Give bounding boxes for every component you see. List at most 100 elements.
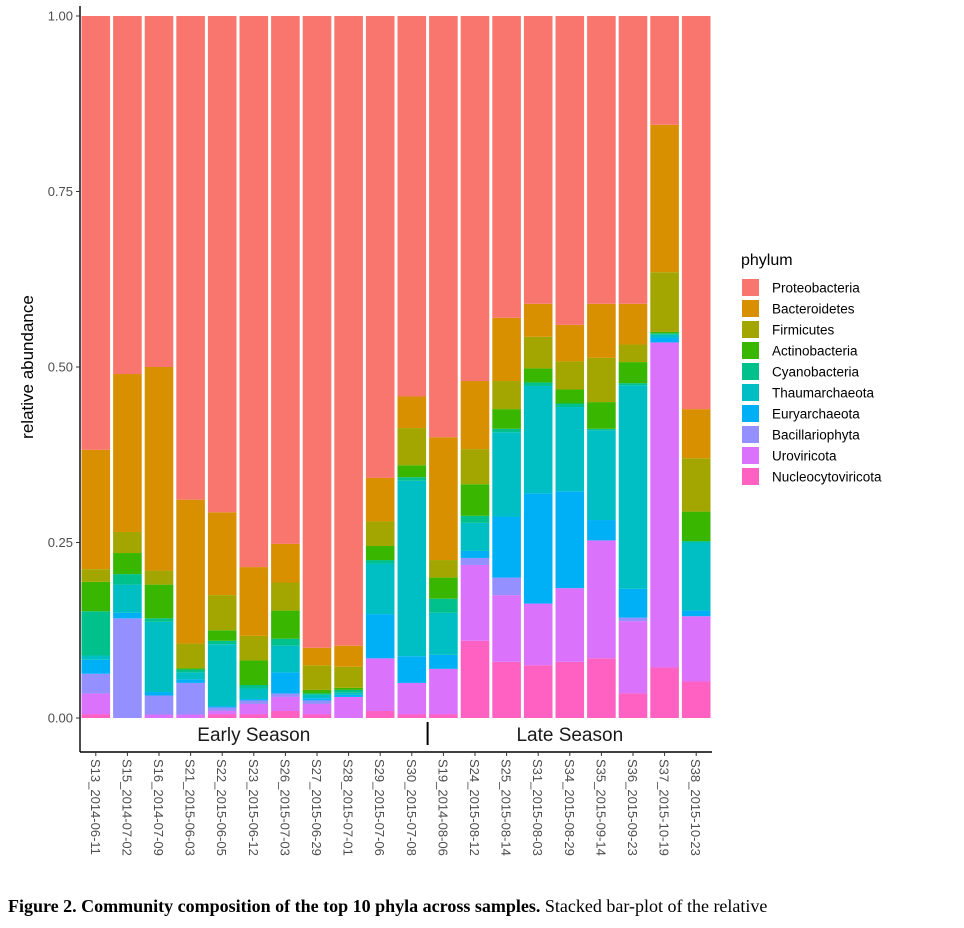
bar-segment-thaumarchaeota-9: [334, 692, 363, 695]
x-tick-label: S22_2015-06-05: [214, 759, 229, 856]
bar-segment-nucleocytoviricota-6: [239, 714, 269, 718]
bar-segment-euryarchaeota-19: [650, 337, 679, 343]
bar-segment-cyanobacteria-2: [113, 574, 142, 585]
legend-swatch-thaumarchaeota: [742, 384, 759, 401]
legend-swatch-cyanobacteria: [742, 363, 759, 380]
bar-segment-thaumarchaeota-3: [144, 621, 174, 693]
season-label-2: Late Season: [516, 725, 623, 746]
bar-segment-uroviricota-11: [397, 682, 427, 715]
figure-caption: Figure 2. Community composition of the t…: [8, 896, 958, 917]
bar-segment-cyanobacteria-17: [587, 428, 616, 431]
bar-segment-thaumarchaeota-1: [81, 655, 111, 660]
bar-segment-thaumarchaeota-13: [460, 522, 490, 551]
bar-segment-uroviricota-8: [302, 703, 332, 715]
bar-segment-uroviricota-5: [207, 710, 237, 715]
bar-segment-bacteroidetes-12: [429, 437, 458, 561]
bar-segment-cyanobacteria-5: [207, 640, 237, 645]
bar-segment-bacteroidetes-18: [618, 303, 648, 345]
bar-segment-cyanobacteria-6: [239, 685, 269, 689]
y-tick-label: 0.50: [48, 360, 73, 375]
bar-segment-uroviricota-4: [176, 714, 205, 718]
bar-segment-uroviricota-19: [650, 342, 679, 668]
bar-segment-cyanobacteria-14: [492, 428, 521, 433]
bar-segment-proteobacteria-9: [334, 16, 363, 646]
bar-segment-thaumarchaeota-14: [492, 432, 521, 517]
bar-segment-cyanobacteria-12: [429, 598, 458, 613]
x-tick-labels: S13_2014-06-11 S15_2014-07-02 S16_2014-07-…: [88, 752, 703, 856]
bar-segment-nucleocytoviricota-20: [681, 681, 711, 718]
bar-segment-actinobacteria-15: [523, 368, 553, 383]
legend-label: Uroviricota: [772, 449, 837, 464]
bar-segment-bacillariophyta-1: [81, 673, 111, 694]
bar-segment-cyanobacteria-15: [523, 382, 553, 386]
legend-label: Bacteroidetes: [772, 302, 855, 317]
bar-segment-thaumarchaeota-2: [113, 584, 142, 613]
bar-segment-actinobacteria-8: [302, 689, 332, 694]
bar-segment-bacteroidetes-6: [239, 567, 269, 636]
bar-segment-bacillariophyta-6: [239, 700, 269, 704]
x-tick-label: S27_2015-06-29: [309, 759, 324, 856]
bar-segment-bacillariophyta-4: [176, 682, 205, 715]
x-tick-label: S16_2014-07-09: [151, 759, 166, 856]
bar-segment-proteobacteria-7: [271, 16, 300, 544]
bar-segment-uroviricota-15: [523, 603, 553, 666]
bar-segment-bacteroidetes-17: [587, 303, 616, 358]
bar-segment-uroviricota-3: [144, 714, 174, 718]
legend-swatch-bacteroidetes: [742, 300, 759, 317]
bar-segment-thaumarchaeota-16: [555, 407, 585, 492]
bar-segment-firmicutes-3: [144, 570, 174, 585]
bar-segment-actinobacteria-11: [397, 465, 427, 478]
bar-segment-firmicutes-15: [523, 336, 553, 369]
legend-swatch-nucleocytoviricota: [742, 468, 759, 485]
bar-segment-proteobacteria-19: [650, 16, 679, 125]
bar-segment-uroviricota-6: [239, 703, 269, 715]
bar-segment-proteobacteria-17: [587, 16, 616, 304]
x-tick-label: S23_2015-06-12: [246, 759, 261, 856]
bar-segment-actinobacteria-3: [144, 584, 174, 619]
bar-segment-actinobacteria-18: [618, 362, 648, 384]
bar-segment-cyanobacteria-18: [618, 383, 648, 386]
bar-segment-bacteroidetes-10: [365, 477, 395, 522]
bar-segment-firmicutes-17: [587, 357, 616, 403]
bar-segment-firmicutes-20: [681, 458, 711, 512]
bar-segment-nucleocytoviricota-12: [429, 714, 458, 718]
bar-segment-firmicutes-1: [81, 569, 111, 582]
bar-segment-proteobacteria-4: [176, 16, 205, 500]
bar-segment-thaumarchaeota-11: [397, 480, 427, 657]
x-tick-label: S25_2015-08-14: [499, 759, 514, 856]
bar-segment-euryarchaeota-9: [334, 694, 363, 697]
bar-segment-bacteroidetes-13: [460, 381, 490, 450]
bar-segment-proteobacteria-13: [460, 16, 490, 382]
bar-segment-bacteroidetes-5: [207, 512, 237, 596]
bar-segment-nucleocytoviricota-10: [365, 710, 395, 718]
bar-segment-uroviricota-10: [365, 658, 395, 711]
bar-segment-actinobacteria-2: [113, 553, 142, 575]
bar-segment-proteobacteria-14: [492, 16, 521, 318]
bar-segment-nucleocytoviricota-14: [492, 661, 521, 718]
bar-segment-cyanobacteria-10: [365, 560, 395, 564]
bar-segment-proteobacteria-1: [81, 16, 111, 450]
bar-segment-cyanobacteria-4: [176, 669, 205, 673]
bar-segment-thaumarchaeota-8: [302, 694, 332, 699]
bar-segment-nucleocytoviricota-7: [271, 710, 300, 718]
bar-segment-bacillariophyta-14: [492, 577, 521, 596]
bar-segment-proteobacteria-16: [555, 16, 585, 325]
bar-segment-bacteroidetes-9: [334, 645, 363, 667]
bar-segment-bacteroidetes-8: [302, 647, 332, 666]
bar-segment-euryarchaeota-20: [681, 610, 711, 617]
bar-segment-uroviricota-7: [271, 696, 300, 711]
bar-segment-nucleocytoviricota-19: [650, 667, 679, 718]
bar-segment-proteobacteria-8: [302, 16, 332, 648]
bar-segment-cyanobacteria-9: [334, 689, 363, 693]
x-tick-label: S28_2015-07-01: [341, 759, 356, 856]
bar-segment-firmicutes-10: [365, 521, 395, 547]
bar-segment-actinobacteria-13: [460, 484, 490, 516]
bar-segment-uroviricota-14: [492, 595, 521, 662]
bar-segment-euryarchaeota-18: [618, 588, 648, 618]
bar-segment-nucleocytoviricota-17: [587, 658, 616, 718]
bar-segment-proteobacteria-2: [113, 16, 142, 375]
bar-segment-bacteroidetes-1: [81, 449, 111, 570]
bar-segment-firmicutes-7: [271, 582, 300, 611]
legend-swatch-proteobacteria: [742, 279, 759, 296]
bar-segment-euryarchaeota-3: [144, 692, 174, 696]
